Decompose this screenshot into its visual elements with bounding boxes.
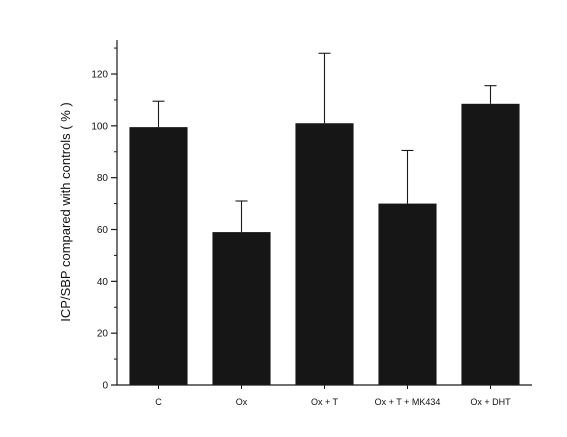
x-category-label: Ox + DHT: [470, 397, 511, 407]
x-labels-group: C Ox Ox + T Ox + T + MK434 Ox + DHT: [155, 385, 511, 407]
bar: [129, 127, 188, 386]
y-axis-title: ICP/SBP compared with controls ( % ): [58, 102, 73, 321]
bar: [378, 203, 437, 385]
y-tick-label: 80: [97, 173, 109, 184]
bar: [461, 103, 520, 385]
y-ticks-group: 0 20 40 60 80 100 120: [91, 47, 117, 392]
bar: [212, 232, 271, 385]
bar: [295, 123, 354, 385]
x-category-label: Ox: [236, 397, 248, 407]
x-category-label: C: [155, 397, 162, 407]
bars-group: [129, 103, 520, 386]
y-tick-label: 120: [91, 70, 108, 81]
y-tick-label: 0: [102, 381, 108, 392]
y-tick-label: 40: [97, 277, 109, 288]
x-category-label: Ox + T: [311, 397, 339, 407]
y-tick-label: 100: [91, 121, 108, 132]
y-tick-label: 60: [97, 225, 109, 236]
error-bars-group: [152, 52, 497, 233]
x-category-label: Ox + T + MK434: [375, 397, 441, 407]
y-tick-label: 20: [97, 329, 109, 340]
